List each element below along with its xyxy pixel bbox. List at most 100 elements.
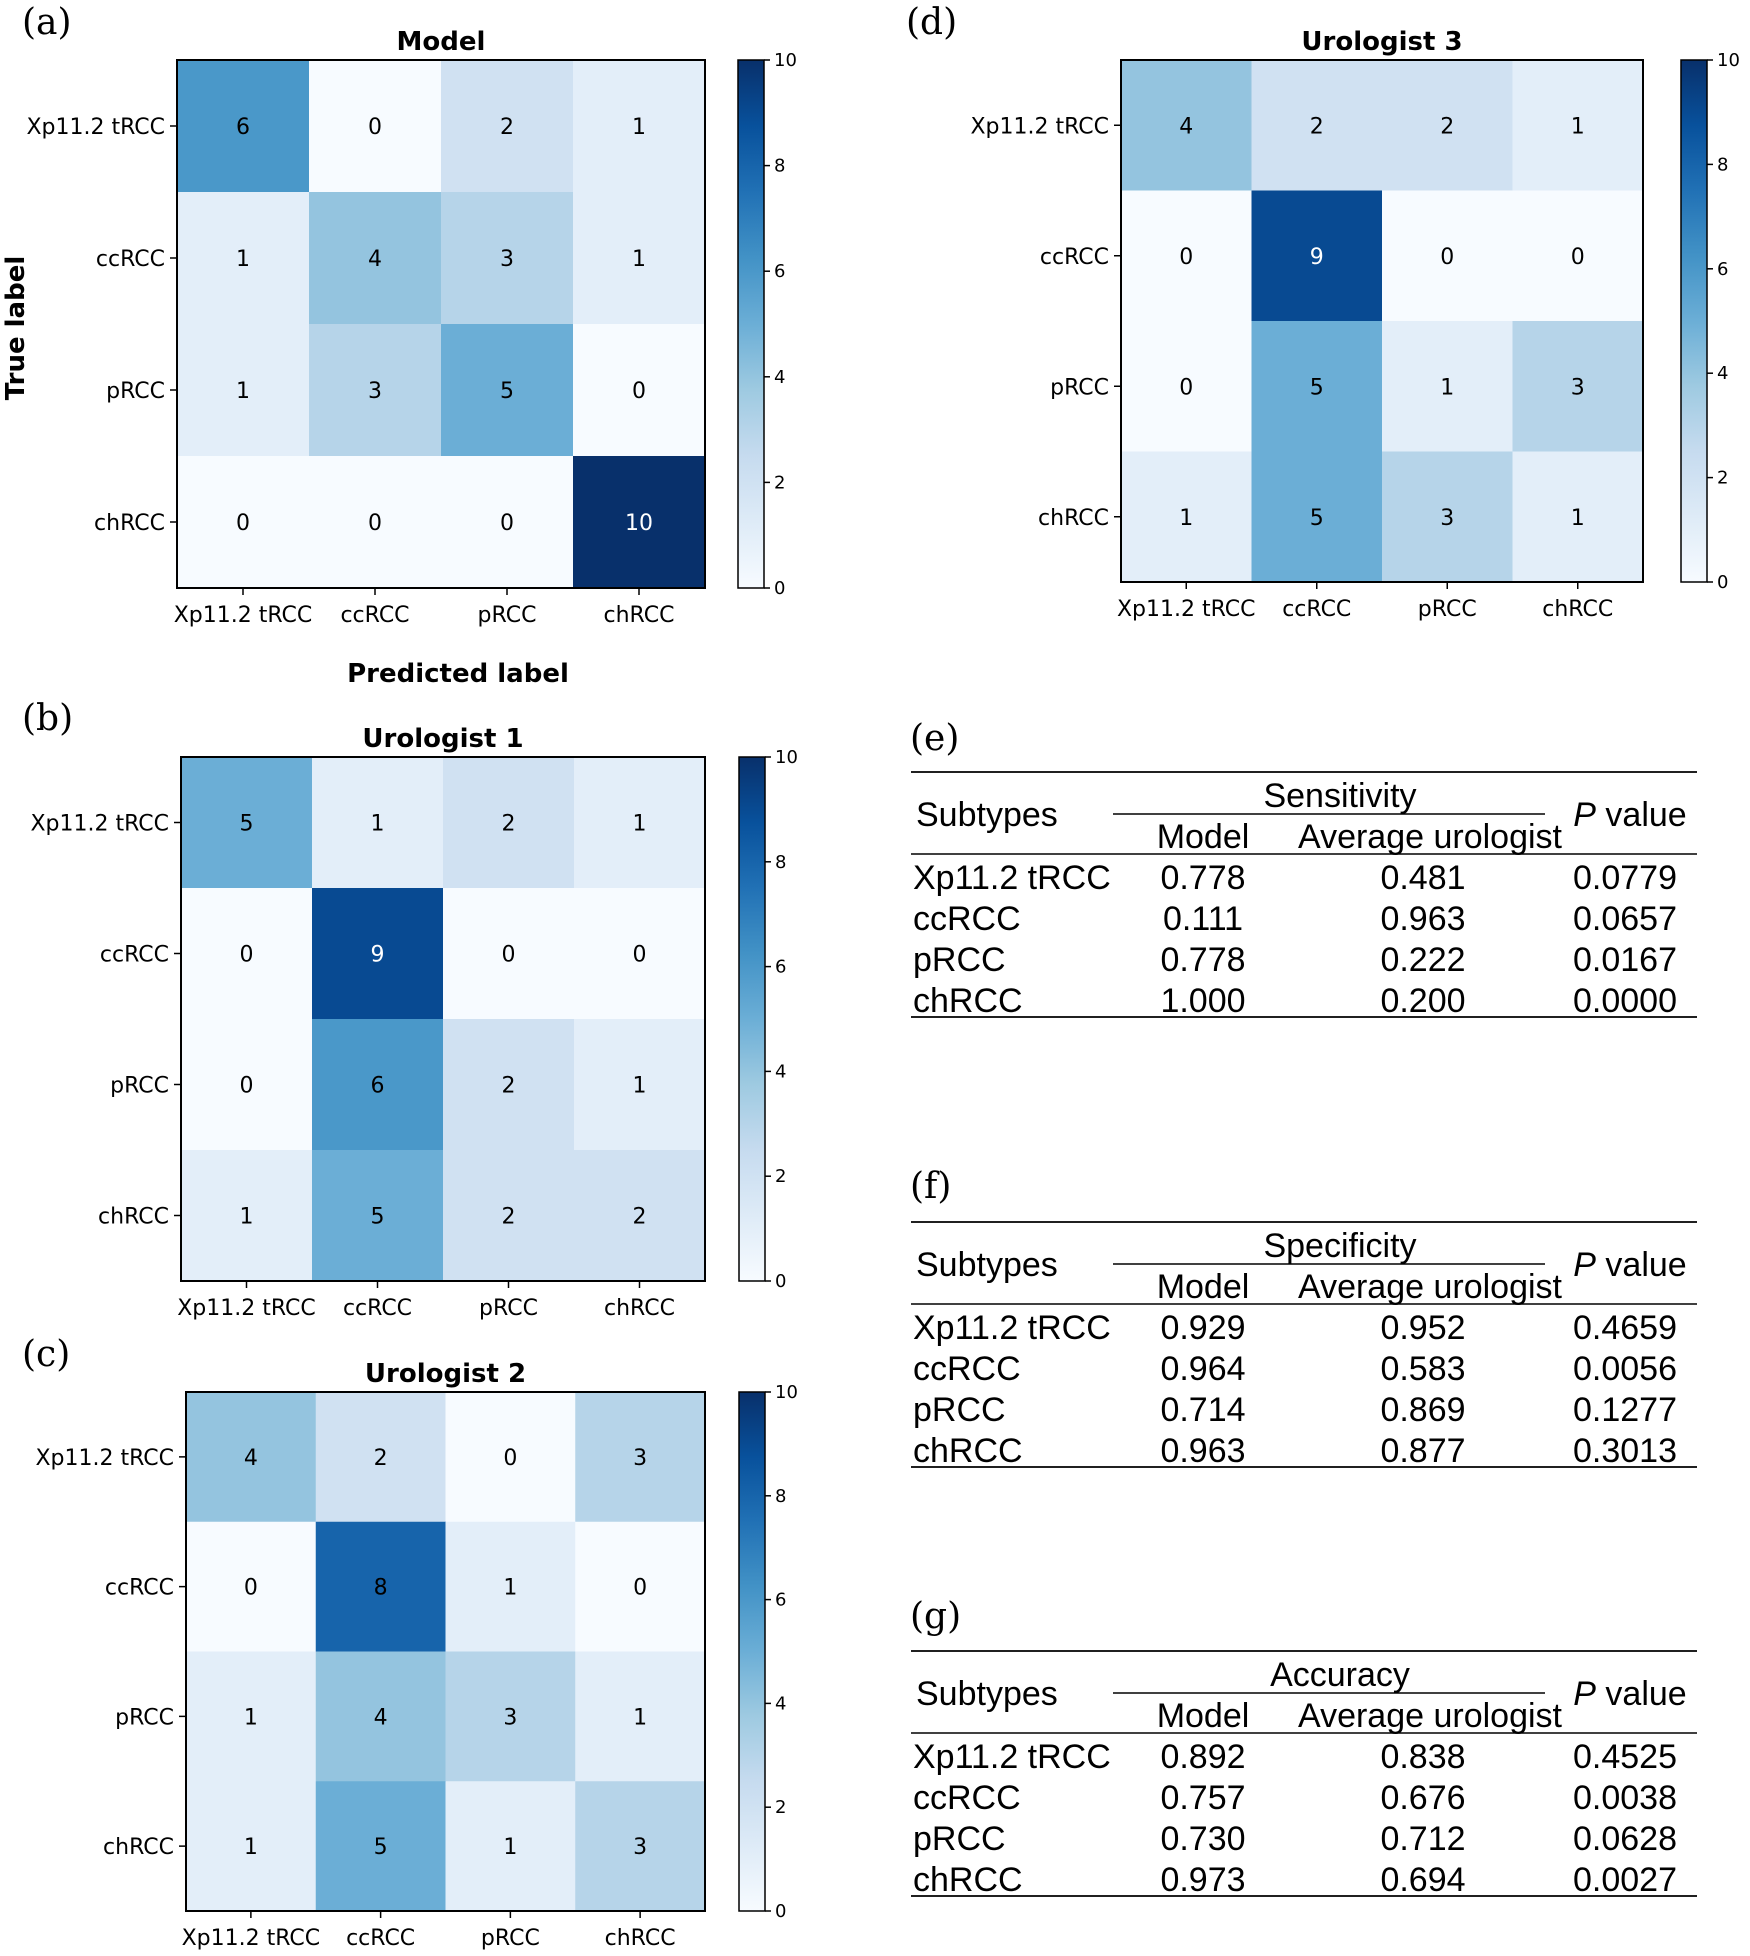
colorbar [737, 59, 765, 589]
x-tick-xp11-2-trcc: Xp11.2 tRCC [174, 603, 313, 628]
colorbar-tick-label: 4 [775, 1061, 786, 1082]
cm-cell-value: 1 [244, 1705, 258, 1730]
panel-label-d: (d) [906, 2, 957, 43]
cm-cell [573, 456, 706, 589]
cm-cell [186, 1521, 317, 1652]
cm-cell [1121, 190, 1252, 322]
table-cell-model: 0.111 [1163, 900, 1243, 938]
colorbar-tick-label: 6 [775, 1590, 786, 1611]
cm-cell [1382, 190, 1513, 322]
table-cell-average-urologist: 0.200 [1380, 982, 1465, 1020]
table-header-p-value: P value [1573, 1246, 1686, 1284]
cm-cell [177, 192, 310, 325]
colorbar [738, 756, 766, 1282]
specificity-table: Specificity Subtypes Model Average urologis… [911, 1221, 1697, 1470]
table-cell-subtype: pRCC [913, 1820, 1006, 1858]
colorbar-tick-label: 6 [1717, 259, 1728, 280]
cm-cell-value: 1 [503, 1576, 517, 1601]
cm-cell [315, 1392, 446, 1523]
cm-cell-value: 6 [371, 1074, 385, 1099]
cm-cell-value: 0 [244, 1576, 258, 1601]
cm-cell [1512, 321, 1644, 452]
cm-cell-value: 5 [1310, 375, 1324, 400]
colorbar-tick-label: 2 [775, 1166, 786, 1187]
cm-cell-value: 3 [1440, 506, 1454, 531]
cm-cell [1512, 60, 1644, 191]
cm-cell-value: 2 [502, 1074, 516, 1099]
y-tick-chrcc: chRCC [98, 1205, 169, 1230]
table-cell-subtype: chRCC [913, 1432, 1023, 1470]
cm-cell-value: 0 [368, 511, 382, 536]
table-cell-p-value: 0.0056 [1573, 1350, 1677, 1388]
y-tick-ccrcc: ccRCC [1040, 245, 1109, 270]
cm-cell-value: 1 [633, 1705, 647, 1730]
table-cell-p-value: 0.0167 [1573, 941, 1677, 979]
x-tick-prcc: pRCC [481, 1926, 540, 1951]
colorbar-tick-label: 4 [775, 1693, 786, 1714]
cm-cell-value: 1 [240, 1205, 254, 1230]
y-tick-xp11-2-trcc: Xp11.2 tRCC [30, 812, 169, 837]
cm-cell [309, 60, 442, 193]
x-tick-ccrcc: ccRCC [343, 1296, 412, 1321]
cm-cell-value: 1 [244, 1835, 258, 1860]
cm-cell [445, 1521, 576, 1652]
cm-cell [573, 324, 706, 457]
cm-cell-value: 0 [502, 943, 516, 968]
cm-cell [573, 60, 706, 193]
table-cell-model: 0.929 [1160, 1309, 1245, 1347]
colorbar-tick-label: 6 [774, 261, 785, 282]
cm-cell [443, 1019, 575, 1151]
table-cell-subtype: pRCC [913, 941, 1006, 979]
table-cell-p-value: 0.1277 [1573, 1391, 1677, 1429]
table-header-average-urologist: Average urologist [1298, 818, 1563, 856]
cm-cell [312, 888, 444, 1020]
colorbar-tick-label: 0 [774, 578, 785, 599]
cm-cell-value: 0 [1179, 375, 1193, 400]
cm-cell-value: 1 [1440, 375, 1454, 400]
cm-cell-value: 1 [1571, 506, 1585, 531]
y-axis-title: True label [1, 256, 31, 401]
y-tick-xp11-2-trcc: Xp11.2 tRCC [26, 115, 165, 140]
table-cell-average-urologist: 0.877 [1380, 1432, 1465, 1470]
table-metric-heading: Specificity [1263, 1227, 1416, 1265]
cm-cell-value: 0 [1571, 245, 1585, 270]
cm-cell-value: 8 [374, 1576, 388, 1601]
x-tick-ccrcc: ccRCC [340, 603, 409, 628]
cm-cell-value: 1 [236, 379, 250, 404]
x-tick-xp11-2-trcc: Xp11.2 tRCC [182, 1926, 321, 1951]
table-cell-p-value: 0.4525 [1573, 1738, 1677, 1776]
x-tick-prcc: pRCC [479, 1296, 538, 1321]
cm-frame [1120, 59, 1644, 583]
colorbar-tick-label: 0 [775, 1901, 786, 1922]
cm-cell [575, 1392, 706, 1523]
cm-cell-value: 1 [1179, 506, 1193, 531]
cm-cell-value: 3 [368, 379, 382, 404]
cm-cell-value: 2 [374, 1446, 388, 1471]
cm-cell-value: 5 [1310, 506, 1324, 531]
table-cell-model: 0.892 [1160, 1738, 1245, 1776]
colorbar-tick-label: 4 [774, 367, 785, 388]
cm-cell [186, 1651, 317, 1782]
cm-cell-value: 3 [500, 247, 514, 272]
colorbar [738, 1391, 766, 1912]
cm-cell-value: 3 [503, 1705, 517, 1730]
y-tick-prcc: pRCC [106, 379, 165, 404]
cm-cell [574, 757, 706, 889]
table-cell-p-value: 0.0657 [1573, 900, 1677, 938]
cm-cell [575, 1651, 706, 1782]
colorbar-tick-label: 10 [775, 747, 798, 768]
cm-cell-value: 4 [374, 1705, 388, 1730]
cm-cell-value: 1 [632, 115, 646, 140]
cm-cell [1512, 190, 1644, 322]
x-tick-chrcc: chRCC [1542, 597, 1613, 622]
cm-cell-value: 0 [1440, 245, 1454, 270]
cm-cell [1251, 451, 1383, 583]
colorbar-tick-label: 10 [775, 1382, 798, 1403]
table-cell-model: 0.963 [1160, 1432, 1245, 1470]
table-cell-average-urologist: 0.963 [1380, 900, 1465, 938]
cm-cell-value: 0 [1179, 245, 1193, 270]
colorbar [1680, 59, 1708, 583]
table-cell-p-value: 0.0000 [1573, 982, 1677, 1020]
panel-label-b: (b) [22, 698, 73, 739]
